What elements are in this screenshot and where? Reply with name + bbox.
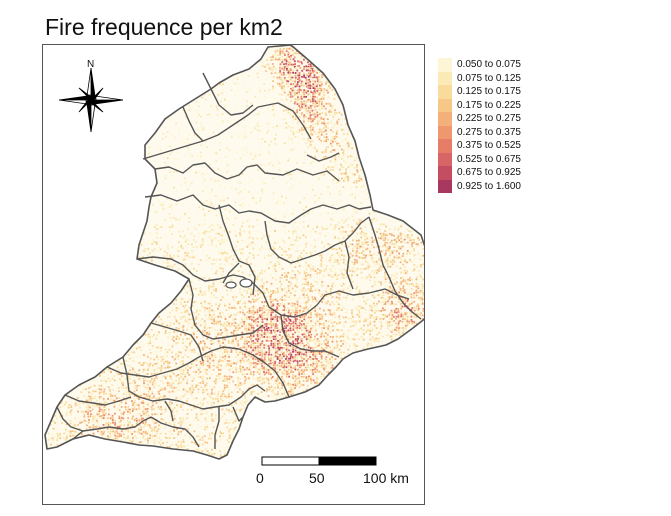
legend-label: 0.925 to 1.600 <box>457 180 521 192</box>
legend-swatch <box>438 58 452 72</box>
legend-label: 0.175 to 0.225 <box>457 99 521 111</box>
scale-segment <box>261 456 320 466</box>
district-boundary <box>218 204 256 296</box>
district-boundary <box>182 106 204 142</box>
district-boundaries <box>56 72 422 449</box>
scale-label-50: 50 <box>309 470 325 486</box>
legend: 0.050 to 0.075 0.075 to 0.125 0.125 to 0.1… <box>438 58 521 193</box>
legend-label: 0.275 to 0.375 <box>457 126 521 138</box>
district-boundary <box>264 216 370 264</box>
legend-label: 0.050 to 0.075 <box>457 59 521 71</box>
district-boundary <box>64 394 132 406</box>
region-outline <box>44 45 424 460</box>
district-boundary <box>136 256 410 318</box>
legend-item: 0.675 to 0.925 <box>438 166 521 180</box>
legend-item: 0.925 to 1.600 <box>438 179 521 193</box>
district-boundary <box>56 406 152 432</box>
legend-swatch <box>438 125 452 139</box>
scale-segment <box>318 456 377 466</box>
legend-swatch <box>438 98 452 112</box>
legend-swatch <box>438 112 452 126</box>
district-boundary <box>188 278 264 340</box>
map-title: Fire frequence per km2 <box>45 14 283 40</box>
scale-label-100km: 100 km <box>363 470 409 486</box>
district-boundary <box>280 314 340 358</box>
district-boundary <box>122 356 266 410</box>
district-boundary <box>164 400 174 422</box>
legend-swatch <box>438 166 452 180</box>
estuary <box>239 278 253 288</box>
legend-item: 0.225 to 0.275 <box>438 112 521 126</box>
district-boundary <box>144 194 372 224</box>
district-boundary <box>222 262 240 284</box>
district-boundary <box>106 346 266 378</box>
legend-label: 0.525 to 0.675 <box>457 153 521 165</box>
district-boundary <box>214 407 220 449</box>
legend-swatch <box>438 179 452 193</box>
district-boundary <box>368 216 422 320</box>
region-boundary <box>44 45 424 460</box>
legend-label: 0.225 to 0.275 <box>457 113 521 125</box>
legend-item: 0.525 to 0.675 <box>438 152 521 166</box>
district-boundary <box>264 362 290 398</box>
district-boundary <box>232 406 244 422</box>
scale-label-0: 0 <box>256 470 264 486</box>
legend-swatch <box>438 85 452 99</box>
district-boundary <box>306 152 340 162</box>
estuary <box>225 281 237 289</box>
legend-swatch <box>438 71 452 85</box>
district-boundary <box>150 416 200 448</box>
district-boundary <box>72 430 84 440</box>
legend-label: 0.375 to 0.525 <box>457 140 521 152</box>
legend-swatch <box>438 139 452 153</box>
legend-swatch <box>438 152 452 166</box>
map-panel[interactable]: N 0 50 100 km <box>42 44 425 505</box>
legend-item: 0.275 to 0.375 <box>438 125 521 139</box>
legend-label: 0.675 to 0.925 <box>457 167 521 179</box>
district-boundary <box>154 162 340 182</box>
legend-item: 0.125 to 0.175 <box>438 85 521 99</box>
map-canvas[interactable] <box>43 45 425 505</box>
district-boundary <box>142 102 312 160</box>
district-boundary <box>344 240 354 290</box>
legend-label: 0.075 to 0.125 <box>457 72 521 84</box>
north-label: N <box>87 59 95 70</box>
legend-item: 0.075 to 0.125 <box>438 71 521 85</box>
legend-label: 0.125 to 0.175 <box>457 86 521 98</box>
district-boundary <box>150 322 204 362</box>
legend-item: 0.375 to 0.525 <box>438 139 521 153</box>
legend-item: 0.050 to 0.075 <box>438 58 521 72</box>
scale-bar <box>261 456 377 466</box>
compass-rose-icon <box>58 67 124 133</box>
legend-item: 0.175 to 0.225 <box>438 98 521 112</box>
district-boundary <box>202 72 254 116</box>
